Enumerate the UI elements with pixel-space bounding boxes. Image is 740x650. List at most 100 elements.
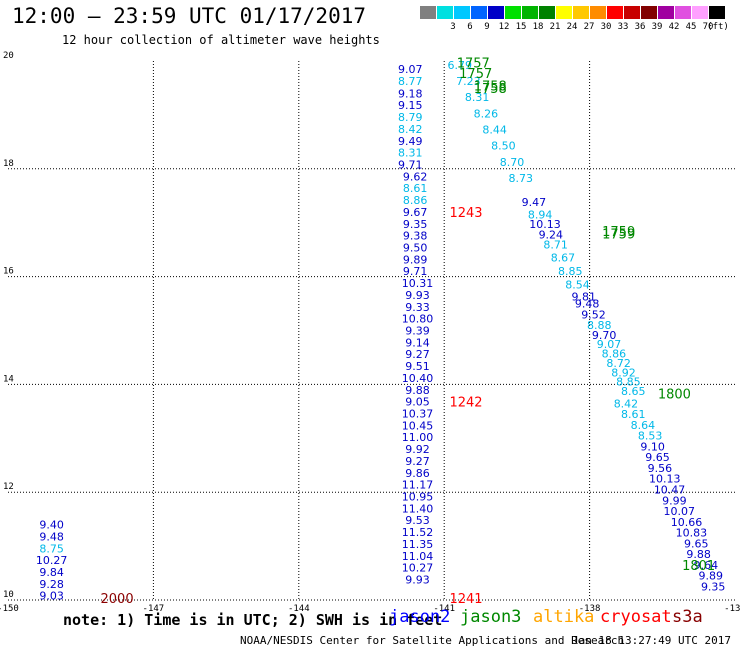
y-tick-label: 10 bbox=[3, 590, 14, 600]
swh-value-label: 8.77 bbox=[398, 75, 423, 88]
color-scale-label: 45 bbox=[685, 22, 697, 32]
color-swatch bbox=[658, 6, 674, 19]
time-label: 1243 bbox=[449, 206, 482, 221]
swh-value-label: 9.70 bbox=[592, 329, 617, 342]
swh-value-label: 7.23 bbox=[456, 75, 481, 88]
swh-value-label: 9.71 bbox=[403, 265, 428, 278]
color-scale-label: 24 bbox=[566, 22, 578, 32]
color-scale-label: 9 bbox=[484, 22, 490, 32]
time-label: 1758 bbox=[474, 79, 507, 94]
color-scale-label: 39 bbox=[651, 22, 663, 32]
swh-value-label: 11.40 bbox=[402, 502, 434, 515]
swh-value-label: 10.95 bbox=[402, 491, 434, 504]
swh-value-label: 8.92 bbox=[611, 367, 636, 380]
swh-value-label: 9.49 bbox=[398, 135, 423, 148]
swh-value-label: 8.79 bbox=[398, 111, 423, 124]
swh-value-label: 9.48 bbox=[39, 530, 64, 543]
swh-value-label: 9.67 bbox=[403, 206, 428, 219]
swh-value-label: 8.42 bbox=[398, 123, 423, 136]
swh-value-label: 9.28 bbox=[39, 578, 64, 591]
swh-value-label: 10.07 bbox=[664, 505, 696, 518]
color-scale-label: 12 bbox=[498, 22, 510, 32]
color-swatch bbox=[420, 6, 436, 19]
swh-value-label: 8.53 bbox=[638, 430, 663, 443]
swh-value-label: 9.15 bbox=[398, 99, 423, 112]
swh-value-label: 9.40 bbox=[39, 519, 64, 532]
y-tick-label: 20 bbox=[3, 51, 14, 61]
time-label: 1758 bbox=[474, 82, 507, 97]
footer-note: note: 1) Time is in UTC; 2) SWH is in fe… bbox=[63, 611, 443, 629]
data-labels-layer: 9.078.779.189.158.798.429.498.319.719.62… bbox=[36, 57, 726, 607]
x-tick-label: -141 bbox=[433, 604, 455, 614]
color-swatch bbox=[505, 6, 521, 19]
swh-value-label: 8.42 bbox=[614, 397, 639, 410]
swh-value-label: 9.86 bbox=[405, 467, 430, 480]
color-scale-label: 3 bbox=[450, 22, 456, 32]
swh-value-label: 9.56 bbox=[648, 462, 673, 475]
swh-value-label: 9.93 bbox=[405, 289, 430, 302]
swh-value-label: 11.00 bbox=[402, 431, 434, 444]
swh-value-label: 11.17 bbox=[402, 479, 434, 492]
swh-value-label: 10.31 bbox=[402, 277, 434, 290]
swh-value-label: 10.27 bbox=[402, 562, 434, 575]
color-swatch bbox=[556, 6, 572, 19]
page-title: 12:00 – 23:59 UTC 01/17/2017 bbox=[12, 4, 367, 28]
time-label: 1757 bbox=[457, 57, 490, 72]
swh-value-label: 9.07 bbox=[398, 63, 423, 76]
color-swatch bbox=[590, 6, 606, 19]
axis-layer: -150 -147 -144 -141 -138 -135 10 12 14 16 18 20 bbox=[0, 51, 740, 614]
swh-value-label: 10.47 bbox=[654, 484, 686, 497]
color-swatch bbox=[522, 6, 538, 19]
swh-value-label: 9.48 bbox=[575, 298, 600, 311]
swh-value-label: 9.27 bbox=[405, 455, 430, 468]
swh-value-label: 8.70 bbox=[500, 156, 525, 169]
time-label: 1800 bbox=[658, 388, 691, 403]
color-scale-label: 70 bbox=[702, 22, 714, 32]
time-label: 1242 bbox=[449, 396, 482, 411]
color-swatch bbox=[437, 6, 453, 19]
swh-value-label: 8.65 bbox=[621, 385, 646, 398]
swh-value-label: 9.81 bbox=[572, 291, 597, 304]
generated-timestamp: Jan 18 13:27:49 UTC 2017 bbox=[572, 634, 731, 647]
color-swatch bbox=[641, 6, 657, 19]
color-scale-label: 30 bbox=[600, 22, 612, 32]
swh-value-label: 9.99 bbox=[662, 494, 687, 507]
swh-value-label: 10.80 bbox=[402, 313, 434, 326]
color-swatch bbox=[471, 6, 487, 19]
swh-value-label: 9.14 bbox=[405, 336, 430, 349]
color-swatch bbox=[573, 6, 589, 19]
swh-value-label: 9.39 bbox=[405, 325, 430, 338]
swh-value-label: 10.13 bbox=[529, 218, 561, 231]
swh-value-label: 8.75 bbox=[39, 542, 64, 555]
swh-value-label: 8.85 bbox=[558, 265, 583, 278]
color-swatch bbox=[607, 6, 623, 19]
legend-item-jason2: jason2 bbox=[389, 607, 451, 627]
swh-value-label: 9.92 bbox=[405, 443, 430, 456]
swh-value-label: 8.71 bbox=[543, 238, 568, 251]
swh-value-label: 8.88 bbox=[587, 319, 612, 332]
time-label: 1759 bbox=[602, 227, 635, 242]
color-swatch bbox=[675, 6, 691, 19]
swh-value-label: 10.83 bbox=[676, 527, 708, 540]
swh-value-label: 8.31 bbox=[398, 147, 423, 160]
x-tick-label: -135 bbox=[724, 604, 740, 614]
swh-value-label: 9.50 bbox=[403, 241, 428, 254]
swh-value-label: 11.04 bbox=[402, 550, 434, 563]
y-tick-label: 18 bbox=[3, 159, 14, 169]
time-label: 1801 bbox=[682, 559, 715, 574]
swh-value-label: 9.05 bbox=[405, 396, 430, 409]
legend-item-jason3: jason3 bbox=[460, 607, 522, 627]
swh-value-label: 9.35 bbox=[701, 581, 726, 594]
swh-value-label: 9.62 bbox=[403, 170, 428, 183]
x-tick-label: -138 bbox=[579, 604, 601, 614]
swh-value-label: 8.67 bbox=[551, 252, 576, 265]
color-swatch bbox=[709, 6, 725, 19]
swh-value-label: 9.53 bbox=[405, 514, 430, 527]
swh-value-label: 9.33 bbox=[405, 301, 430, 314]
x-tick-label: -144 bbox=[288, 604, 310, 614]
swh-value-label: 9.47 bbox=[522, 196, 547, 209]
swh-value-label: 8.54 bbox=[565, 279, 590, 292]
swh-value-label: 8.72 bbox=[606, 357, 631, 370]
swh-value-label: 11.52 bbox=[402, 526, 434, 539]
